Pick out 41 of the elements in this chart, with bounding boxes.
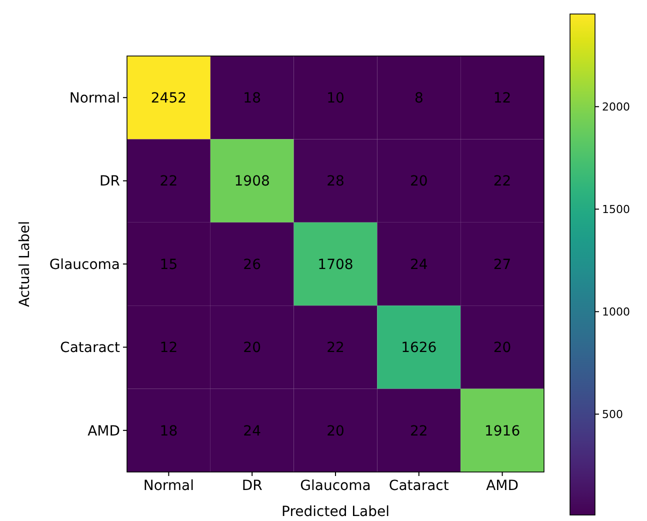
x-tick-label: DR — [242, 478, 263, 494]
data-label: 12 — [160, 340, 178, 356]
data-label: 26 — [243, 256, 262, 273]
data-label: 18 — [160, 423, 178, 440]
y-tick-label: Glaucoma — [49, 256, 120, 273]
data-label: 18 — [243, 90, 262, 106]
data-label: 22 — [160, 174, 178, 190]
x-tick-label: Cataract — [388, 478, 450, 494]
data-label: 24 — [243, 423, 262, 440]
color-bar-label: 1500 — [602, 203, 630, 216]
data-label: 22 — [326, 340, 344, 356]
data-label: 24 — [410, 256, 428, 273]
x-axis-title: Predicted Label — [282, 504, 390, 520]
data-label: 15 — [160, 256, 178, 273]
y-tick-label: Cataract — [60, 340, 120, 356]
data-label: 12 — [493, 90, 512, 106]
data-label: 28 — [326, 174, 344, 190]
data-label: 22 — [410, 423, 428, 440]
data-label: 22 — [493, 174, 512, 190]
y-tick-label: Normal — [69, 90, 120, 106]
data-label: 10 — [326, 90, 344, 106]
x-tick-label: Glaucoma — [300, 478, 371, 494]
color-bar-label: 1000 — [602, 306, 630, 318]
data-label: 27 — [493, 256, 512, 273]
y-tick-label: DR — [99, 174, 120, 190]
color-bar-label: 500 — [602, 408, 623, 421]
y-axis-title: Actual Label — [17, 220, 33, 308]
color-bar-label: 2000 — [602, 100, 630, 114]
data-label: 8 — [414, 90, 424, 106]
data-label: 20 — [410, 174, 428, 190]
data-label: 2452 — [150, 90, 187, 106]
data-label: 1908 — [234, 174, 270, 190]
data-label: 1626 — [401, 340, 437, 356]
data-label: 20 — [493, 340, 512, 356]
data-label: 20 — [326, 423, 344, 440]
x-tick-label: Normal — [143, 478, 194, 494]
data-label: 20 — [243, 340, 262, 356]
y-tick-label: AMD — [88, 423, 120, 440]
data-label: 1708 — [318, 256, 354, 273]
data-label: 1916 — [484, 423, 520, 440]
x-tick-label: AMD — [486, 478, 519, 494]
